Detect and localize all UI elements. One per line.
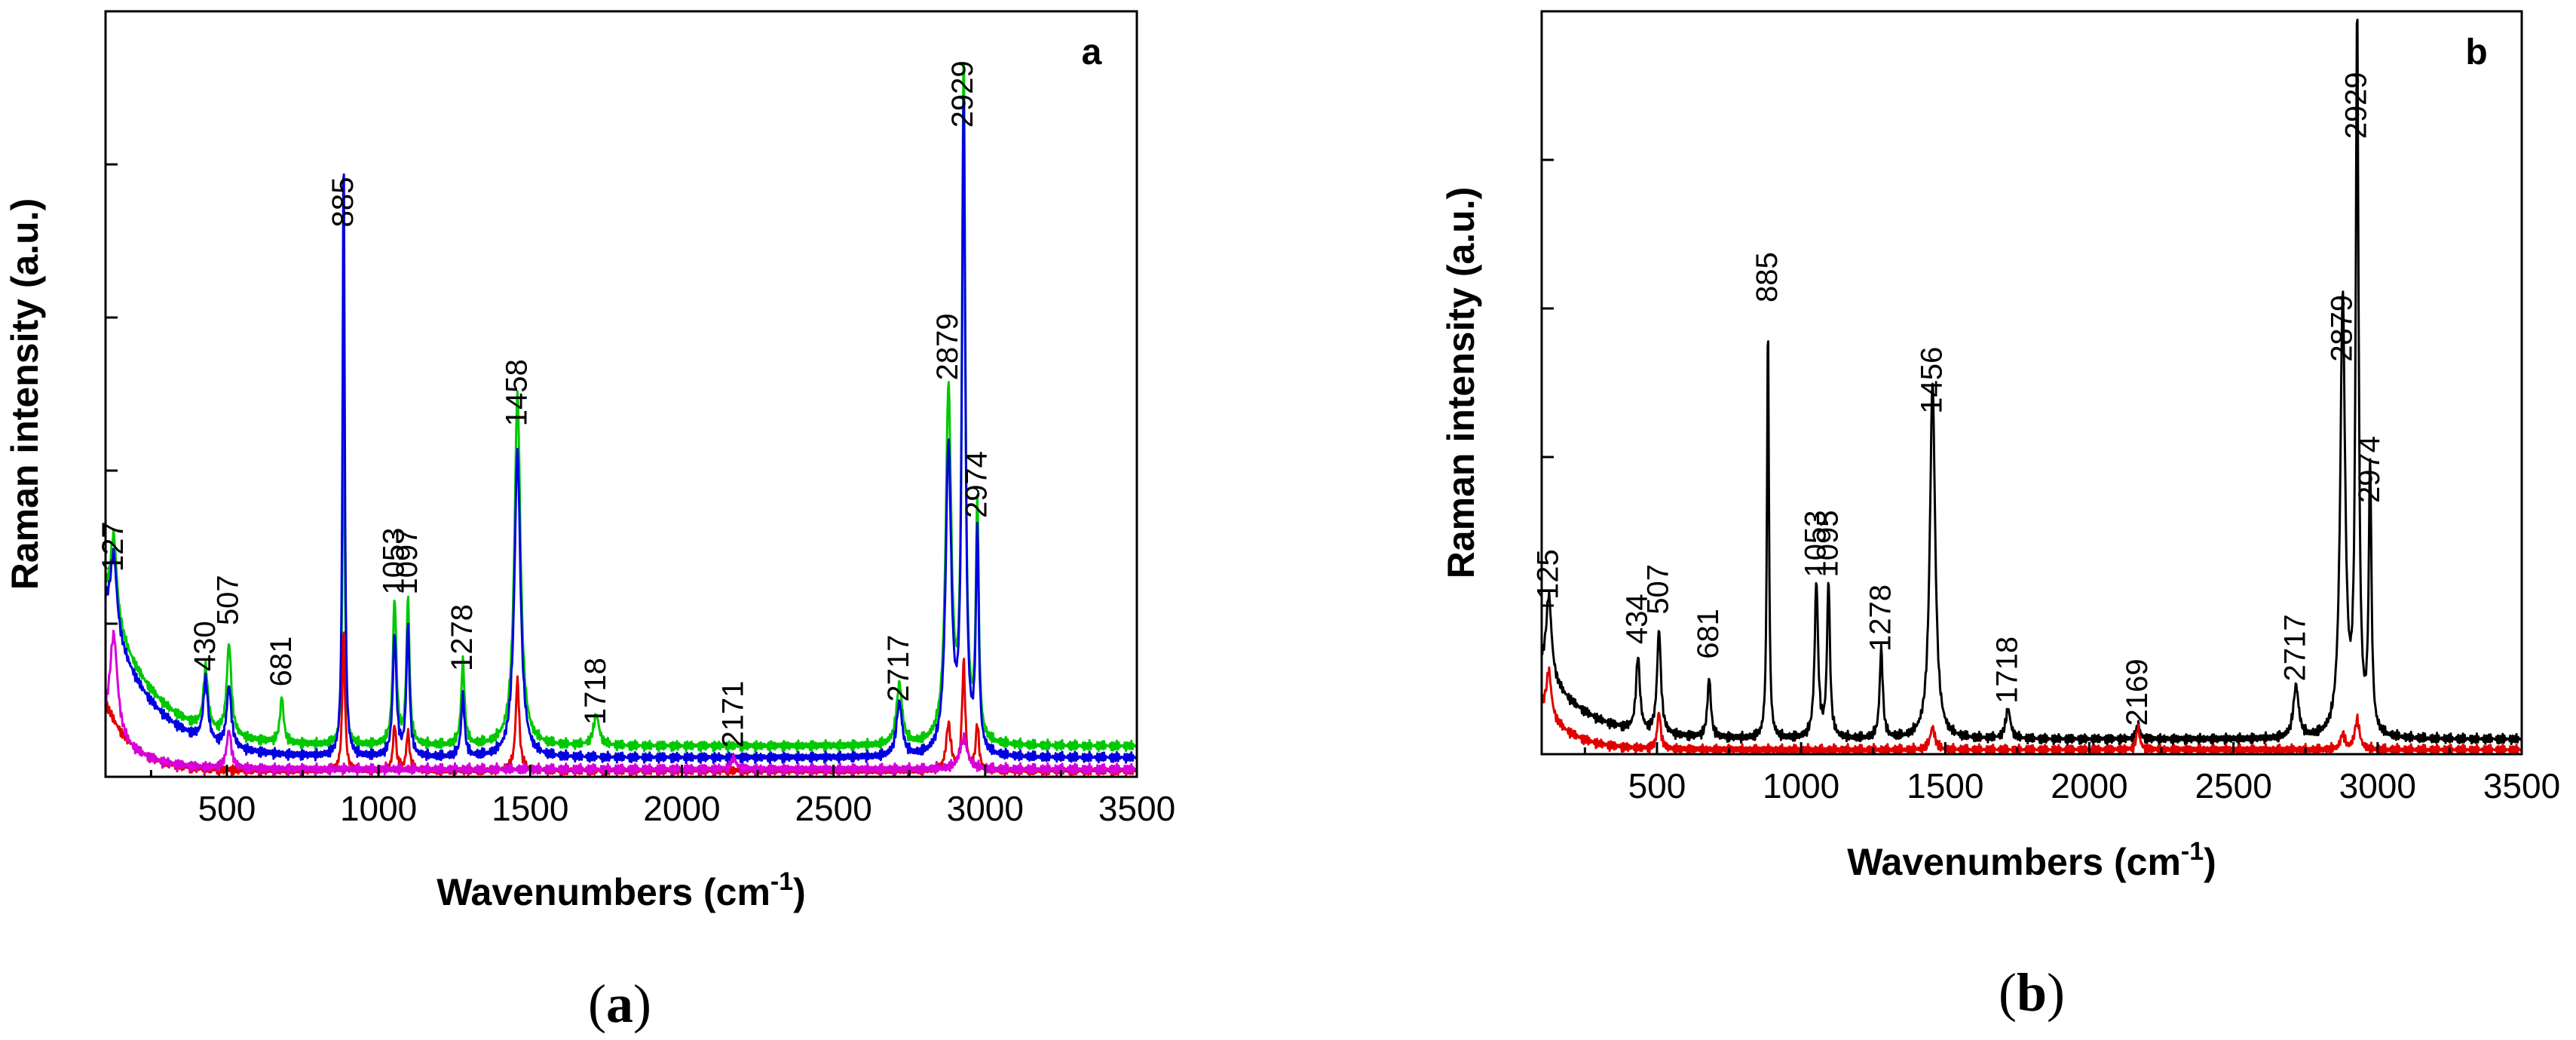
x-tick-label: 500 bbox=[1628, 766, 1686, 805]
x-axis-label-text: Wavenumbers (cm bbox=[436, 871, 770, 913]
x-axis-label-close: ) bbox=[793, 871, 806, 913]
panel-letter: b bbox=[2465, 32, 2487, 72]
x-tick-label: 2500 bbox=[2195, 766, 2271, 805]
x-tick-label: 3500 bbox=[2483, 766, 2560, 805]
peak-label: 2974 bbox=[960, 451, 993, 518]
peak-label: 1278 bbox=[446, 604, 479, 671]
peak-label: 2879 bbox=[2326, 295, 2359, 362]
peak-label: 2717 bbox=[2279, 614, 2312, 681]
panel-caption: (a) bbox=[588, 974, 651, 1034]
x-tick-label: 2000 bbox=[643, 789, 720, 828]
series-group bbox=[1542, 18, 2522, 754]
x-axis-label: Wavenumbers (cm-1) bbox=[436, 867, 806, 913]
peak-label: 1456 bbox=[1915, 347, 1948, 414]
peak-label: 125 bbox=[1532, 549, 1565, 600]
peak-label: 507 bbox=[1642, 564, 1675, 615]
x-tick-label: 3000 bbox=[947, 789, 1024, 828]
x-axis-label-close: ) bbox=[2204, 841, 2216, 883]
peak-label: 2929 bbox=[946, 60, 979, 127]
x-axis-label-text: Wavenumbers (cm bbox=[1847, 841, 2181, 883]
x-tick-label: 3000 bbox=[2339, 766, 2416, 805]
caption-close: ) bbox=[633, 974, 651, 1034]
x-tick-label: 1000 bbox=[340, 789, 417, 828]
x-tick-label: 1500 bbox=[1907, 766, 1983, 805]
series-line-black bbox=[1542, 18, 2522, 746]
peak-label: 2929 bbox=[2340, 72, 2373, 139]
peak-label: 1718 bbox=[1991, 637, 2024, 704]
peak-label: 885 bbox=[326, 177, 360, 228]
series-line-magenta bbox=[106, 629, 1137, 776]
plot-frame bbox=[1540, 10, 2523, 756]
series-group bbox=[106, 62, 1137, 777]
peak-label: 681 bbox=[265, 637, 298, 687]
peak-label: 681 bbox=[1692, 609, 1725, 659]
caption-open: ( bbox=[1999, 962, 2017, 1023]
panel-caption: (b) bbox=[1999, 962, 2065, 1023]
peak-label: 2717 bbox=[882, 635, 915, 702]
caption-open: ( bbox=[588, 974, 606, 1034]
series-line-red bbox=[1542, 666, 2522, 754]
peak-label: 1095 bbox=[1811, 510, 1844, 577]
y-axis-label: Raman intensity (a.u.) bbox=[4, 198, 46, 591]
peak-label: 1278 bbox=[1864, 584, 1897, 652]
plot-frame bbox=[104, 10, 1138, 778]
peak-label: 2169 bbox=[2121, 658, 2154, 726]
peak-label: 127 bbox=[96, 521, 130, 572]
peak-label: 1053 bbox=[1799, 510, 1832, 577]
panel-a: 500 1000 1500 2000 2500 3000 3500 Wavenumbers (… bbox=[4, 10, 1175, 1034]
peak-label: 2879 bbox=[931, 313, 964, 380]
peak-label: 434 bbox=[1621, 594, 1654, 644]
x-axis-label: Wavenumbers (cm-1) bbox=[1847, 837, 2216, 883]
peak-label: 1718 bbox=[579, 658, 612, 725]
peak-label: 1097 bbox=[391, 528, 424, 595]
x-axis-label-superscript: -1 bbox=[2181, 837, 2204, 866]
series-line-blue bbox=[106, 98, 1137, 765]
x-axis-label-superscript: -1 bbox=[770, 867, 793, 896]
peak-label: 1053 bbox=[377, 528, 410, 595]
peak-label: 885 bbox=[1751, 252, 1784, 302]
peak-label: 507 bbox=[212, 575, 245, 625]
x-tick-label: 1500 bbox=[492, 789, 568, 828]
y-axis-label: Raman intensity (a.u.) bbox=[1440, 187, 1482, 579]
caption-close: ) bbox=[2047, 962, 2065, 1023]
x-tick-label: 500 bbox=[198, 789, 256, 828]
x-tick-label: 2500 bbox=[795, 789, 871, 828]
series-line-green bbox=[106, 62, 1137, 753]
peak-label: 2171 bbox=[716, 681, 749, 748]
peak-label: 2974 bbox=[2353, 436, 2386, 503]
panel-letter: a bbox=[1082, 32, 1102, 72]
peak-label: 1458 bbox=[500, 359, 533, 426]
x-tick-label: 3500 bbox=[1098, 789, 1175, 828]
panel-b: 500 1000 1500 2000 2500 3000 3500 Wavenumbers (… bbox=[1440, 10, 2560, 1023]
x-tick-label: 2000 bbox=[2051, 766, 2127, 805]
caption-letter: b bbox=[2017, 962, 2047, 1023]
caption-letter: a bbox=[606, 974, 633, 1034]
peak-label: 430 bbox=[188, 621, 222, 671]
x-tick-label: 1000 bbox=[1763, 766, 1839, 805]
